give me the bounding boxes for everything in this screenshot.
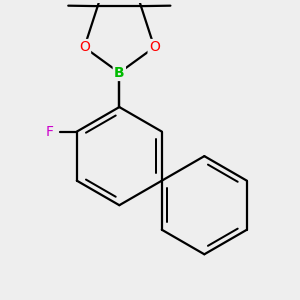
Text: B: B: [114, 66, 124, 80]
Text: F: F: [46, 124, 54, 139]
Text: O: O: [149, 40, 160, 54]
Text: O: O: [79, 40, 90, 54]
